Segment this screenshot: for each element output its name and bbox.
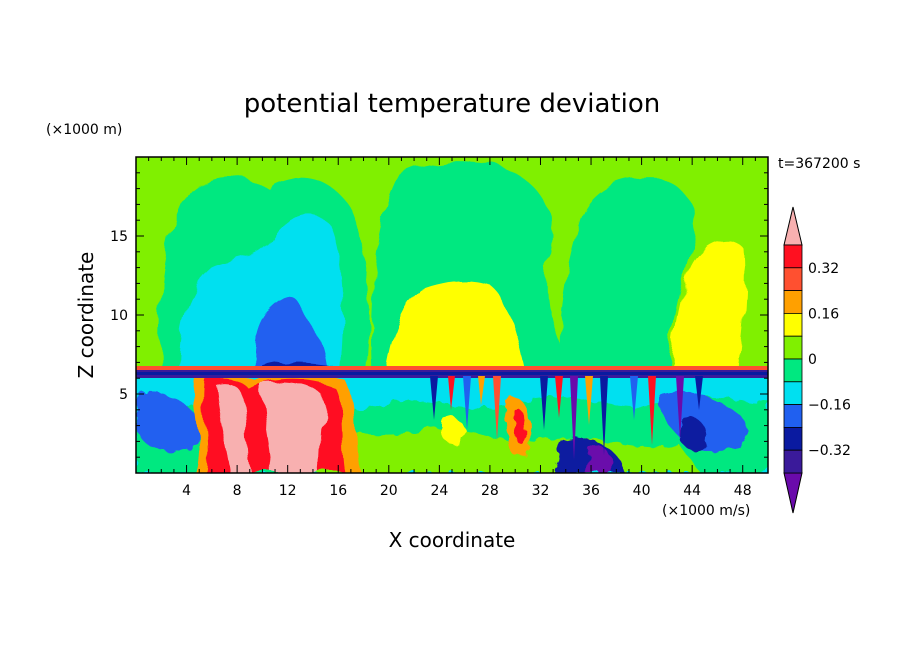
region-lower-blue-left [136,391,203,451]
x-tick-label: 24 [430,483,448,499]
x-tick-label: 40 [633,483,651,499]
x-tick-label: 48 [734,483,752,499]
colorbar-segment [783,404,803,428]
colorbar-segment [783,381,803,405]
y-unit-label: (×1000 m) [46,122,122,138]
colorbar-segment [783,244,803,269]
time-label: t=367200 s [778,156,860,172]
streak [695,376,703,410]
streak [448,376,455,410]
region-yellow-patch-mid [385,280,525,372]
upper-field [159,161,746,372]
colorbar-segment [783,267,803,291]
region-warm-plume-core [215,382,323,473]
y-axis-label: Z coordinate [74,252,98,379]
region-blue-core-left [254,297,326,372]
x-tick-label: 20 [380,483,398,499]
y-tick-label: 15 [110,229,128,245]
streak [600,376,608,455]
colorbar-tick-label: −0.32 [808,443,851,459]
colorbar-segment [783,312,803,337]
colorbar-extend-low [783,472,803,514]
interface-band-red [136,366,768,370]
plot-area [136,157,768,473]
streak [676,376,684,440]
turbulent-streaks [430,376,703,460]
streak [430,376,438,420]
region-lower-yellow-mid [440,417,466,446]
region-lower-navy-far-right [680,416,706,451]
streak [540,376,548,430]
streak [463,376,471,430]
region-yellow-patch-right [670,240,746,372]
colorbar-tick-label: 0.16 [808,306,839,322]
colorbar-segment [783,290,803,314]
colorbar-segment [783,335,803,360]
streak [570,376,578,460]
y-tick-label: 10 [110,308,128,324]
lower-field [136,366,768,473]
streak [648,376,656,445]
colorbar-extend-high [783,206,803,246]
x-tick-label: 12 [279,483,297,499]
region-lower-purple-right [585,445,613,473]
x-axis-label: X coordinate [389,528,516,552]
region-green-column-right [558,177,697,372]
streak [555,376,563,418]
x-ticks: 4 8 12 16 20 24 28 32 36 40 44 48 [148,157,756,499]
streak [493,376,501,440]
colorbar-tick-label: 0 [808,352,817,368]
region-lower-red-mid [514,409,526,445]
interface-band-navy [136,372,768,375]
y-tick-label: 5 [119,387,128,403]
colorbar-segment [783,358,803,383]
streak [630,376,638,420]
streak [478,376,485,405]
colorbar-segment [783,426,803,451]
colorbar-segment [783,449,803,474]
colorbar-tick-label: −0.16 [808,398,851,414]
colorbar: 0.32 0.16 0 −0.16 −0.32 [783,206,851,514]
chart-title: potential temperature deviation [244,89,660,119]
y-ticks: 5 10 15 [110,172,768,458]
x-tick-label: 16 [329,483,347,499]
x-unit-label: (×1000 m/s) [662,503,750,519]
x-tick-label: 36 [582,483,600,499]
x-tick-label: 28 [481,483,499,499]
x-tick-label: 44 [683,483,701,499]
x-tick-label: 8 [233,483,242,499]
x-tick-label: 4 [182,483,191,499]
warm-plume [193,373,360,473]
x-tick-label: 32 [532,483,550,499]
streak [585,376,593,425]
colorbar-tick-label: 0.32 [808,261,839,277]
